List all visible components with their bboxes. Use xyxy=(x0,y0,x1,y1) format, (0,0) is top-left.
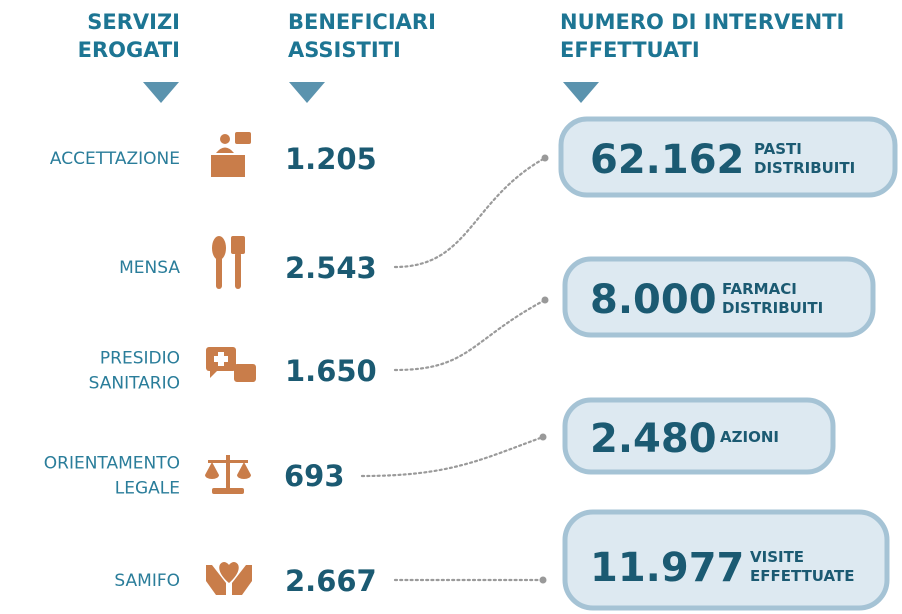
intervention-label: DISTRIBUITI xyxy=(754,159,855,177)
connector-dot xyxy=(539,576,547,584)
service-name: SAMIFO xyxy=(114,571,180,591)
beneficiaries: 2.543 xyxy=(285,251,377,285)
beneficiaries: 1.205 xyxy=(285,142,377,176)
intervention-label: VISITE xyxy=(750,548,804,566)
intervention-box xyxy=(558,116,898,198)
intervention-label: DISTRIBUITI xyxy=(722,299,823,317)
connector xyxy=(393,298,547,372)
connector xyxy=(393,156,547,269)
service-name: ORIENTAMENTO xyxy=(44,454,180,474)
beneficiaries: 1.650 xyxy=(285,354,377,388)
service-name: LEGALE xyxy=(115,479,180,499)
column-header: EROGATI xyxy=(78,38,180,62)
arrow-down xyxy=(289,82,325,103)
beneficiaries: 2.667 xyxy=(285,564,377,598)
icon-care-hands xyxy=(206,562,252,595)
icon-medical-chat xyxy=(206,347,256,382)
service-name: MENSA xyxy=(119,258,180,278)
arrow-down xyxy=(563,82,599,103)
beneficiaries: 693 xyxy=(284,459,345,493)
intervention-value: 8.000 xyxy=(590,277,717,323)
intervention-label: PASTI xyxy=(754,140,802,158)
column-header: BENEFICIARI xyxy=(288,10,436,34)
intervention-label: EFFETTUATE xyxy=(750,567,854,585)
icon-fork-spoon xyxy=(212,236,245,289)
icon-scales xyxy=(205,455,251,494)
connector-dot xyxy=(539,433,547,441)
column-header: EFFETTUATI xyxy=(560,38,700,62)
intervention-label: FARMACI xyxy=(722,280,797,298)
intervention-value: 2.480 xyxy=(590,416,717,462)
intervention-value: 11.977 xyxy=(590,545,744,591)
intervention-label: AZIONI xyxy=(720,428,779,446)
arrow-down xyxy=(143,82,179,103)
intervention-box xyxy=(562,256,876,338)
service-name: ACCETTAZIONE xyxy=(50,149,180,169)
intervention-value: 62.162 xyxy=(590,137,744,183)
intervention-box xyxy=(562,397,836,475)
service-name: PRESIDIO xyxy=(100,349,180,369)
column-header: ASSISTITI xyxy=(288,38,401,62)
connector-dot xyxy=(541,154,549,162)
intervention-box xyxy=(562,509,890,611)
connector-dot xyxy=(541,296,549,304)
icon-reception xyxy=(211,132,251,177)
column-header: SERVIZI xyxy=(87,10,180,34)
connector xyxy=(360,435,545,478)
column-header: NUMERO DI INTERVENTI xyxy=(560,10,844,34)
service-name: SANITARIO xyxy=(89,374,180,394)
